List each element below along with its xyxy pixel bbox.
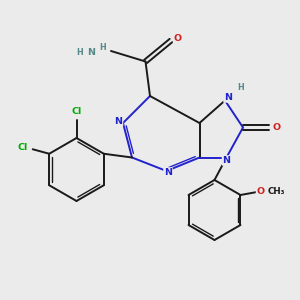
- Text: Cl: Cl: [18, 143, 28, 152]
- Text: N: N: [88, 48, 95, 57]
- Text: H: H: [76, 48, 83, 57]
- Text: N: N: [224, 93, 232, 102]
- Text: O: O: [273, 123, 281, 132]
- Text: H: H: [237, 83, 244, 92]
- Text: N: N: [223, 156, 230, 165]
- Text: H: H: [99, 43, 106, 52]
- Text: N: N: [164, 168, 172, 177]
- Text: Cl: Cl: [71, 107, 82, 116]
- Text: CH₃: CH₃: [268, 188, 285, 196]
- Text: O: O: [256, 188, 265, 196]
- Text: N: N: [115, 117, 122, 126]
- Text: O: O: [173, 34, 182, 43]
